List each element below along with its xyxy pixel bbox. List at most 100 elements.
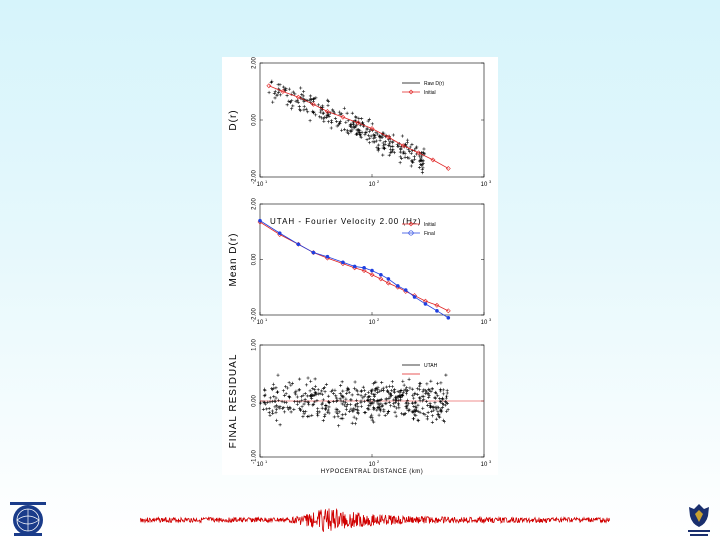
data-cross <box>440 405 445 409</box>
data-cross <box>347 390 351 394</box>
data-point-final <box>311 250 316 255</box>
data-cross <box>392 390 397 395</box>
data-cross <box>368 394 372 399</box>
data-cross <box>355 402 360 406</box>
data-cross <box>287 407 291 411</box>
data-cross <box>387 142 391 146</box>
data-cross <box>410 158 414 163</box>
data-cross <box>398 155 402 159</box>
data-cross <box>352 415 356 419</box>
data-cross <box>317 392 321 396</box>
data-cross <box>358 132 362 137</box>
data-cross <box>363 410 368 415</box>
data-cross <box>273 96 277 100</box>
data-cross <box>371 405 376 409</box>
data-cross <box>320 401 324 405</box>
data-cross <box>318 391 322 396</box>
data-cross <box>446 408 450 412</box>
x-tick-label: 10 <box>257 182 264 188</box>
x-tick-exponent: 3 <box>489 179 492 184</box>
data-cross <box>278 423 282 427</box>
data-cross <box>417 159 422 163</box>
data-cross <box>371 382 375 386</box>
data-cross <box>382 388 386 393</box>
data-cross <box>345 128 349 133</box>
data-cross <box>340 380 344 384</box>
data-cross <box>297 104 301 109</box>
data-cross <box>418 388 422 392</box>
data-cross <box>331 391 336 396</box>
data-cross <box>268 396 272 400</box>
data-cross <box>363 133 367 137</box>
data-cross <box>384 385 388 389</box>
data-cross <box>386 410 391 414</box>
data-cross <box>426 391 430 396</box>
data-cross <box>416 409 420 413</box>
data-cross <box>322 414 327 419</box>
data-cross <box>350 128 354 132</box>
legend-label: Initial <box>424 222 436 228</box>
data-cross <box>366 407 370 411</box>
data-cross <box>426 392 430 396</box>
data-cross <box>369 134 373 138</box>
data-cross <box>370 128 375 133</box>
data-cross <box>399 398 403 402</box>
data-cross <box>438 400 443 404</box>
data-cross <box>411 410 415 414</box>
data-cross <box>351 409 355 413</box>
x-tick-label: 10 <box>369 182 376 188</box>
data-cross <box>349 407 353 411</box>
data-point-initial <box>266 83 272 89</box>
data-cross <box>394 406 399 410</box>
data-cross <box>326 99 331 103</box>
data-cross <box>441 418 445 423</box>
data-cross <box>301 415 305 419</box>
data-cross <box>422 388 426 392</box>
data-cross <box>423 413 427 417</box>
data-cross <box>382 408 386 412</box>
data-cross <box>335 398 339 403</box>
data-cross <box>324 405 328 409</box>
data-cross <box>413 400 418 404</box>
data-cross <box>287 87 291 91</box>
data-cross <box>284 88 288 93</box>
data-cross <box>422 394 426 398</box>
data-cross <box>356 405 360 409</box>
data-cross <box>278 405 282 409</box>
data-cross <box>354 398 359 402</box>
data-cross <box>362 388 367 393</box>
data-cross <box>444 396 448 400</box>
data-cross <box>308 94 313 98</box>
data-cross <box>313 400 317 404</box>
data-cross <box>409 151 413 155</box>
data-point-final <box>370 268 374 273</box>
data-cross <box>294 389 298 393</box>
x-tick-exponent: 2 <box>377 459 380 464</box>
series-1-crosses <box>267 79 427 175</box>
data-cross <box>407 377 411 381</box>
data-cross <box>425 390 429 394</box>
data-cross <box>294 392 298 396</box>
data-cross <box>289 410 293 414</box>
data-cross <box>338 119 342 123</box>
data-cross <box>404 401 409 405</box>
y-axis-label: Mean D(r) <box>228 232 239 286</box>
data-cross <box>263 389 267 393</box>
data-cross <box>274 407 279 412</box>
data-cross <box>427 388 432 392</box>
data-cross <box>269 80 273 85</box>
data-cross <box>403 155 407 159</box>
data-cross <box>435 405 439 409</box>
data-cross <box>443 403 447 407</box>
legend-marker <box>408 221 414 227</box>
data-point-final <box>435 309 439 313</box>
data-point-final <box>412 295 417 299</box>
data-cross <box>400 412 404 416</box>
data-cross <box>323 407 328 411</box>
data-cross <box>330 108 335 112</box>
data-cross <box>321 111 326 115</box>
data-cross <box>326 120 331 124</box>
